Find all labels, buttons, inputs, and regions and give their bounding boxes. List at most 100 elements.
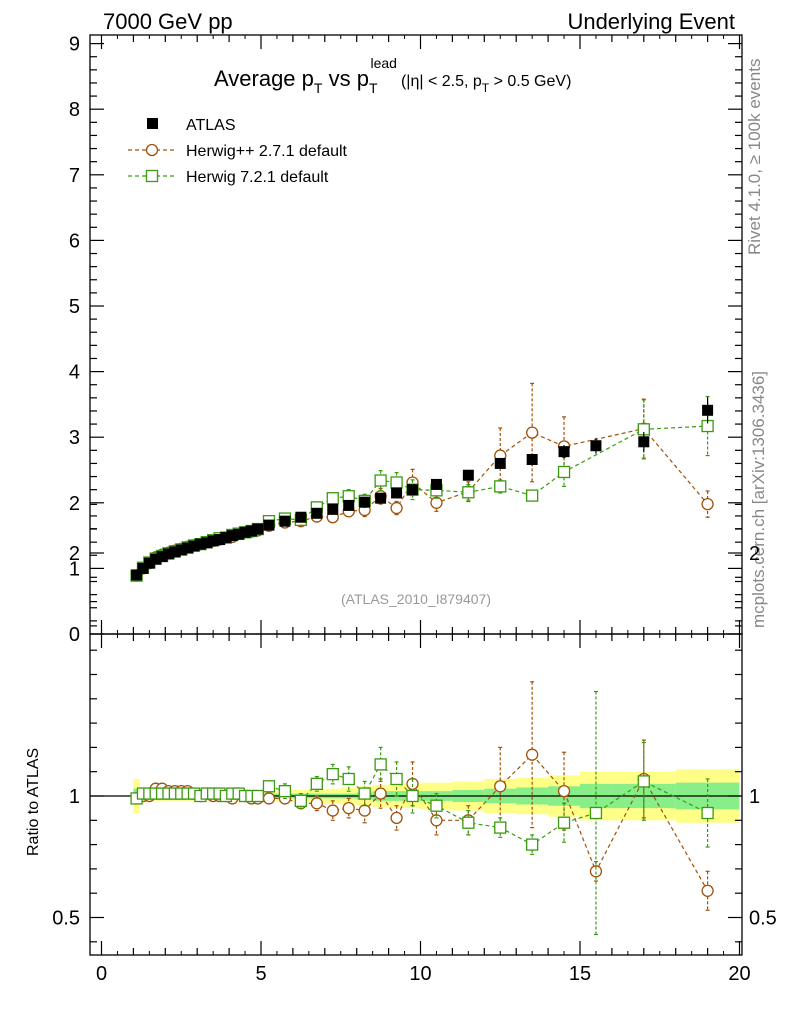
ratio-herwig7-point bbox=[494, 821, 507, 834]
ratio-herwig7-point bbox=[589, 806, 603, 820]
x-tick-label: 15 bbox=[569, 963, 591, 985]
atlas-point bbox=[233, 528, 245, 540]
ratio-herwigpp-point bbox=[494, 780, 507, 793]
atlas-point bbox=[391, 487, 403, 499]
herwigpp-point bbox=[430, 496, 443, 509]
y-tick-label: 0 bbox=[69, 624, 80, 646]
legend-entry-herwigpp: Herwig++ 2.7.1 default bbox=[128, 143, 348, 160]
ratio-herwig7-point bbox=[358, 787, 371, 800]
y-tick-label: 3 bbox=[69, 427, 80, 449]
atlas-point bbox=[558, 446, 570, 458]
atlas-point bbox=[407, 484, 419, 496]
atlas-point bbox=[131, 569, 143, 581]
atlas-point bbox=[156, 551, 168, 563]
atlas-point bbox=[327, 503, 339, 515]
atlas-point bbox=[220, 532, 232, 544]
x-tick-label: 20 bbox=[728, 963, 750, 985]
herwig7-point bbox=[526, 489, 539, 502]
atlas-point bbox=[702, 404, 714, 416]
y-tick-label: 8 bbox=[69, 99, 80, 121]
ratio-y-tick-label: 0.5 bbox=[52, 908, 80, 930]
atlas-point bbox=[150, 553, 162, 565]
legend: ATLAS Herwig++ 2.7.1 default Herwig 7.2.… bbox=[128, 117, 348, 186]
ratio-herwigpp-point bbox=[390, 811, 403, 825]
ratio-y-tick-label-right: 2 bbox=[749, 543, 760, 565]
y-tick-label: 5 bbox=[69, 296, 80, 318]
ratio-y-tick-label-right: 1 bbox=[749, 786, 760, 808]
ratio-herwigpp-point bbox=[526, 748, 539, 761]
atlas-point bbox=[182, 542, 194, 554]
ratio-herwigpp-point bbox=[701, 884, 714, 897]
atlas-point bbox=[143, 557, 155, 569]
atlas-point bbox=[638, 436, 650, 448]
ratio-y-tick-label-right: 0.5 bbox=[749, 908, 777, 930]
atlas-point bbox=[311, 507, 323, 519]
ratio-ylabel: Ratio to ATLAS bbox=[25, 748, 42, 856]
legend-marker-herwigpp bbox=[145, 143, 159, 157]
ratio-herwig7-point bbox=[278, 784, 292, 798]
herwig7-point bbox=[557, 465, 571, 479]
ratio-frame bbox=[89, 633, 743, 956]
ratio-y-tick-label: 1 bbox=[69, 786, 80, 808]
side-label-top: Rivet 4.1.0, ≥ 100k events bbox=[745, 59, 764, 255]
ratio-herwig7-point bbox=[557, 816, 571, 829]
ratio-herwig7-point bbox=[310, 777, 323, 790]
ratio-y-tick-label: 2 bbox=[69, 543, 80, 565]
atlas-point bbox=[162, 548, 174, 560]
herwig7-point bbox=[462, 486, 475, 499]
herwigpp-point bbox=[526, 426, 539, 439]
atlas-point bbox=[295, 511, 307, 523]
atlas-point bbox=[343, 499, 355, 511]
atlas-point bbox=[359, 496, 371, 508]
atlas-point bbox=[245, 525, 257, 537]
main-panel bbox=[90, 35, 742, 634]
y-tick-label: 4 bbox=[69, 362, 80, 384]
atlas-point bbox=[494, 457, 506, 469]
x-tick-label: 0 bbox=[96, 963, 107, 985]
herwig7-point bbox=[390, 476, 403, 489]
ratio-herwigpp-point bbox=[557, 784, 571, 798]
legend-marker-herwig7 bbox=[145, 169, 159, 183]
analysis-watermark: (ATLAS_2010_I879407) bbox=[341, 591, 491, 607]
atlas-point bbox=[207, 535, 219, 547]
atlas-point bbox=[263, 519, 275, 531]
legend-label-herwigpp: Herwig++ 2.7.1 default bbox=[186, 143, 348, 160]
atlas-point bbox=[526, 454, 538, 466]
atlas-point bbox=[201, 537, 213, 549]
legend-entry-herwig7: Herwig 7.2.1 default bbox=[128, 169, 329, 186]
y-tick-label: 7 bbox=[69, 165, 80, 187]
header-left: 7000 GeV pp bbox=[103, 9, 233, 34]
y-tick-label: 1 bbox=[69, 558, 80, 580]
atlas-point bbox=[226, 530, 238, 542]
side-label-bottom: mcplots.cern.ch [arXiv:1306.3436] bbox=[749, 371, 768, 628]
atlas-point bbox=[252, 523, 264, 535]
atlas-point bbox=[175, 544, 187, 556]
y-tick-label: 9 bbox=[69, 34, 80, 56]
herwig7-point bbox=[326, 492, 339, 505]
ratio-herwig7-point bbox=[637, 775, 650, 788]
legend-marker-atlas bbox=[147, 118, 158, 129]
ratio-herwig7-point bbox=[326, 767, 339, 781]
atlas-point bbox=[590, 440, 602, 452]
herwig7-point bbox=[374, 474, 387, 487]
chart-title: Average pT vs pTlead(|η| < 2.5, pT > 0.5… bbox=[214, 55, 571, 96]
x-tick-label: 5 bbox=[255, 963, 266, 985]
ratio-plot-marks bbox=[90, 681, 742, 936]
legend-entry-atlas: ATLAS bbox=[147, 117, 236, 134]
herwigpp-point bbox=[701, 497, 714, 511]
ratio-herwig7-point bbox=[374, 758, 387, 771]
header-right: Underlying Event bbox=[567, 9, 735, 34]
atlas-point bbox=[279, 515, 291, 527]
herwigpp-point bbox=[390, 501, 403, 515]
ratio-herwig7-point bbox=[251, 789, 264, 803]
atlas-point bbox=[375, 492, 387, 504]
x-tick-label: 10 bbox=[409, 963, 431, 985]
herwig7-point bbox=[494, 480, 507, 493]
atlas-point bbox=[188, 540, 200, 552]
atlas-point bbox=[194, 538, 206, 550]
ratio-herwigpp-point bbox=[358, 804, 371, 817]
ratio-herwig7-point bbox=[701, 806, 714, 820]
legend-label-atlas: ATLAS bbox=[186, 117, 236, 134]
